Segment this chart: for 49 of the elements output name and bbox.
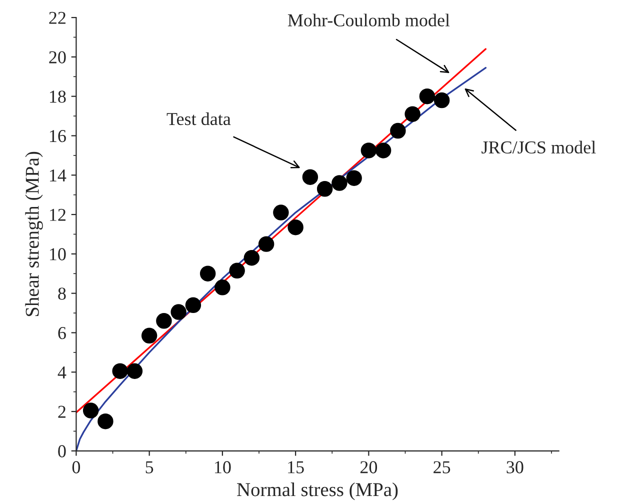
point xyxy=(332,175,348,191)
x-tick-label: 25 xyxy=(434,461,450,474)
point xyxy=(419,88,436,104)
point xyxy=(302,169,318,185)
y-tick-label: 6 xyxy=(58,327,66,340)
y-tick-label: 4 xyxy=(58,366,66,378)
point xyxy=(360,142,377,158)
y-tick-label: 16 xyxy=(50,130,66,142)
y-tick-label: 18 xyxy=(50,90,66,103)
point xyxy=(141,328,158,344)
x-tick-label: 5 xyxy=(146,461,154,474)
point xyxy=(288,219,304,236)
point xyxy=(390,122,406,139)
point xyxy=(214,280,230,296)
x-tick-label: 30 xyxy=(506,461,524,474)
x-tick-label: 20 xyxy=(360,461,378,474)
annotation: JRC/JCS model xyxy=(482,140,596,154)
point xyxy=(112,363,128,379)
y-axis-title: Shear strength (MPa) xyxy=(25,152,43,316)
y-tick-label: 20 xyxy=(49,51,66,64)
y-tick-label: 22 xyxy=(49,12,66,24)
point xyxy=(434,92,450,108)
point xyxy=(316,181,333,197)
y-tick-label: 14 xyxy=(50,169,66,182)
y-tick-label: 12 xyxy=(50,208,66,221)
annotation: Mohr-Coulomb model xyxy=(288,14,450,26)
x-tick-label: 0 xyxy=(72,461,80,474)
y-tick-label: 0 xyxy=(58,445,66,458)
point xyxy=(258,236,274,252)
point xyxy=(126,363,143,379)
point xyxy=(185,297,202,313)
point xyxy=(244,250,260,266)
x-tick-label: 15 xyxy=(288,461,304,474)
x-axis-title: Normal stress (MPa) xyxy=(237,482,398,500)
point xyxy=(273,204,289,220)
point xyxy=(82,402,99,418)
point xyxy=(170,304,186,320)
x-tick-label: 10 xyxy=(215,461,231,474)
point xyxy=(346,170,362,186)
y-tick-label: 8 xyxy=(58,288,66,300)
point xyxy=(375,142,392,158)
point xyxy=(404,106,420,122)
point xyxy=(200,266,216,282)
point xyxy=(98,413,114,430)
annotation: Test data xyxy=(166,112,231,126)
y-tick-label: 10 xyxy=(50,248,66,260)
point xyxy=(156,313,172,329)
y-tick-label: 2 xyxy=(58,406,66,418)
point xyxy=(229,262,245,279)
